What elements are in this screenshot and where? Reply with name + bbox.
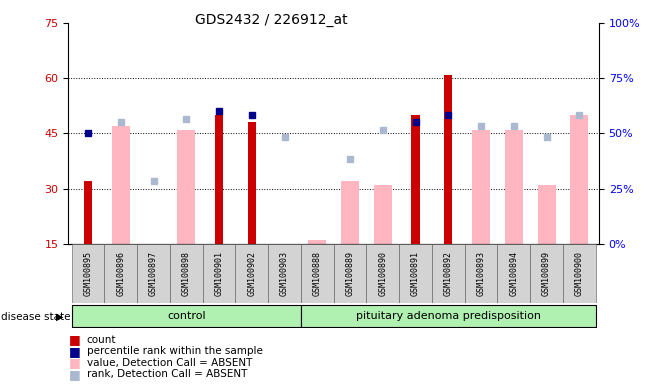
Text: GSM100899: GSM100899 — [542, 251, 551, 296]
Bar — [202, 244, 236, 303]
Text: GSM100903: GSM100903 — [280, 251, 289, 296]
Bar — [563, 244, 596, 303]
Text: GSM100902: GSM100902 — [247, 251, 256, 296]
Bar — [170, 244, 202, 303]
Text: percentile rank within the sample: percentile rank within the sample — [87, 346, 262, 356]
Bar — [137, 244, 170, 303]
Bar — [444, 74, 452, 244]
Text: GSM100895: GSM100895 — [83, 251, 92, 296]
Text: pituitary adenoma predisposition: pituitary adenoma predisposition — [355, 311, 541, 321]
Bar — [538, 185, 555, 244]
Text: ■: ■ — [69, 368, 81, 381]
Text: GSM100894: GSM100894 — [509, 251, 518, 296]
Bar — [301, 244, 333, 303]
Bar — [268, 244, 301, 303]
Bar — [432, 244, 465, 303]
Bar — [177, 130, 195, 244]
Bar — [497, 244, 530, 303]
Bar — [465, 244, 497, 303]
Text: GSM100900: GSM100900 — [575, 251, 584, 296]
Bar — [84, 181, 92, 244]
Text: GSM100892: GSM100892 — [444, 251, 452, 296]
Text: GSM100888: GSM100888 — [312, 251, 322, 296]
Text: GSM100889: GSM100889 — [346, 251, 355, 296]
Text: GSM100893: GSM100893 — [477, 251, 486, 296]
Bar — [215, 115, 223, 244]
Bar — [334, 244, 367, 303]
Text: GSM100891: GSM100891 — [411, 251, 420, 296]
Text: GSM100897: GSM100897 — [149, 251, 158, 296]
Bar — [309, 240, 326, 244]
Bar — [301, 305, 596, 327]
Text: count: count — [87, 335, 116, 345]
Text: value, Detection Call = ABSENT: value, Detection Call = ABSENT — [87, 358, 252, 368]
Bar — [247, 122, 256, 244]
Bar — [72, 305, 301, 327]
Text: GSM100901: GSM100901 — [215, 251, 223, 296]
Text: GSM100890: GSM100890 — [378, 251, 387, 296]
Text: rank, Detection Call = ABSENT: rank, Detection Call = ABSENT — [87, 369, 247, 379]
Bar — [72, 244, 104, 303]
Text: GSM100896: GSM100896 — [117, 251, 125, 296]
Bar — [570, 115, 589, 244]
Bar — [236, 244, 268, 303]
Bar — [505, 130, 523, 244]
Bar — [112, 126, 130, 244]
Text: ▶: ▶ — [56, 312, 64, 322]
Text: control: control — [167, 311, 206, 321]
Bar — [104, 244, 137, 303]
Bar — [411, 115, 420, 244]
Text: ■: ■ — [69, 356, 81, 369]
Text: GDS2432 / 226912_at: GDS2432 / 226912_at — [195, 13, 348, 27]
Bar — [374, 185, 392, 244]
Text: ■: ■ — [69, 345, 81, 358]
Bar — [367, 244, 399, 303]
Text: disease state: disease state — [1, 312, 71, 322]
Text: ■: ■ — [69, 333, 81, 346]
Bar — [530, 244, 563, 303]
Bar — [341, 181, 359, 244]
Text: GSM100898: GSM100898 — [182, 251, 191, 296]
Bar — [472, 130, 490, 244]
Bar — [399, 244, 432, 303]
